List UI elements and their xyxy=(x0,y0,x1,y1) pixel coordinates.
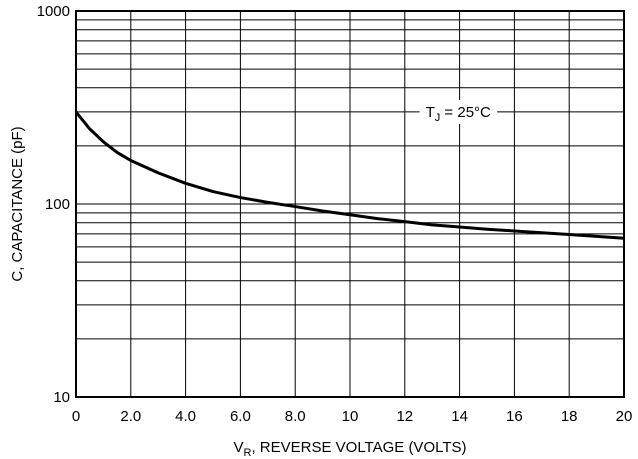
annotation-group: TJ = 25°C xyxy=(419,99,498,124)
x-tick-label: 14 xyxy=(451,408,468,425)
x-tick-label: 6.0 xyxy=(230,408,251,425)
x-axis-label-subscript: R xyxy=(244,447,252,459)
x-tick-label: 16 xyxy=(506,408,523,425)
x-tick-label: 18 xyxy=(561,408,578,425)
annotation-subscript: J xyxy=(435,112,441,124)
y-tick-label: 100 xyxy=(45,196,70,213)
annotation-rest: = 25°C xyxy=(440,104,491,121)
annotation-background xyxy=(419,99,498,124)
annotation-label: TJ = 25°C xyxy=(426,104,491,124)
y-axis-label: C, CAPACITANCE (pF) xyxy=(9,126,26,281)
series-group xyxy=(74,110,625,240)
x-tick-label: 4.0 xyxy=(175,408,196,425)
x-tick-label: 20 xyxy=(616,408,633,425)
plot-frame xyxy=(75,10,625,398)
x-tick-label: 2.0 xyxy=(120,408,141,425)
x-tick-label: 8.0 xyxy=(285,408,306,425)
x-axis-label-main: V xyxy=(233,439,243,456)
x-axis-label: VR, REVERSE VOLTAGE (VOLTS) xyxy=(233,439,466,459)
y-tick-labels: 10 100 1000 xyxy=(37,3,70,406)
x-tick-label: 0 xyxy=(72,408,80,425)
annotation-main: T xyxy=(426,104,435,121)
y-tick-label: 10 xyxy=(53,389,70,406)
x-tick-label: 10 xyxy=(342,408,359,425)
series-line xyxy=(74,110,625,240)
y-tick-label: 1000 xyxy=(37,3,70,20)
grid xyxy=(76,11,624,397)
x-tick-labels: 0 2.0 4.0 6.0 8.0 10 12 14 16 18 20 xyxy=(72,408,633,425)
x-axis-label-rest: , REVERSE VOLTAGE (VOLTS) xyxy=(251,439,466,456)
x-tick-label: 12 xyxy=(396,408,413,425)
